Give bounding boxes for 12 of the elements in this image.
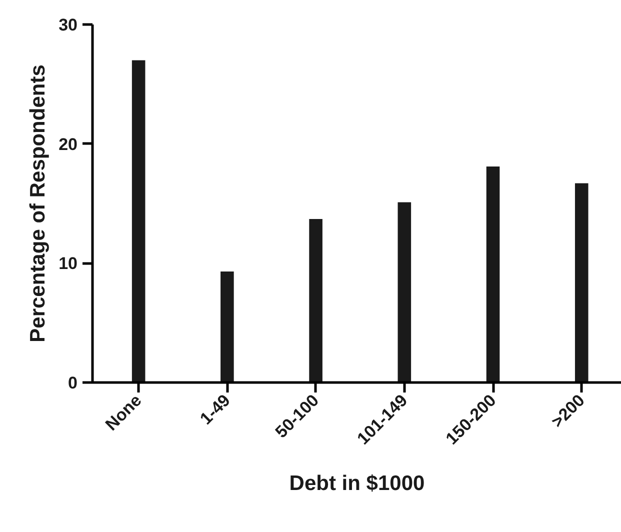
y-tick-label: 10 [58,254,78,274]
bar [309,219,322,382]
bar [132,60,146,382]
y-tick-label: 20 [58,134,78,154]
bar [574,183,588,382]
bar [398,202,412,382]
x-axis-title: Debt in $1000 [289,472,425,496]
y-tick-label: 0 [68,374,78,392]
y-axis-title: Percentage of Respondents [26,64,50,342]
bar [486,166,500,382]
y-tick-label: 30 [58,16,78,34]
bar [220,272,234,382]
